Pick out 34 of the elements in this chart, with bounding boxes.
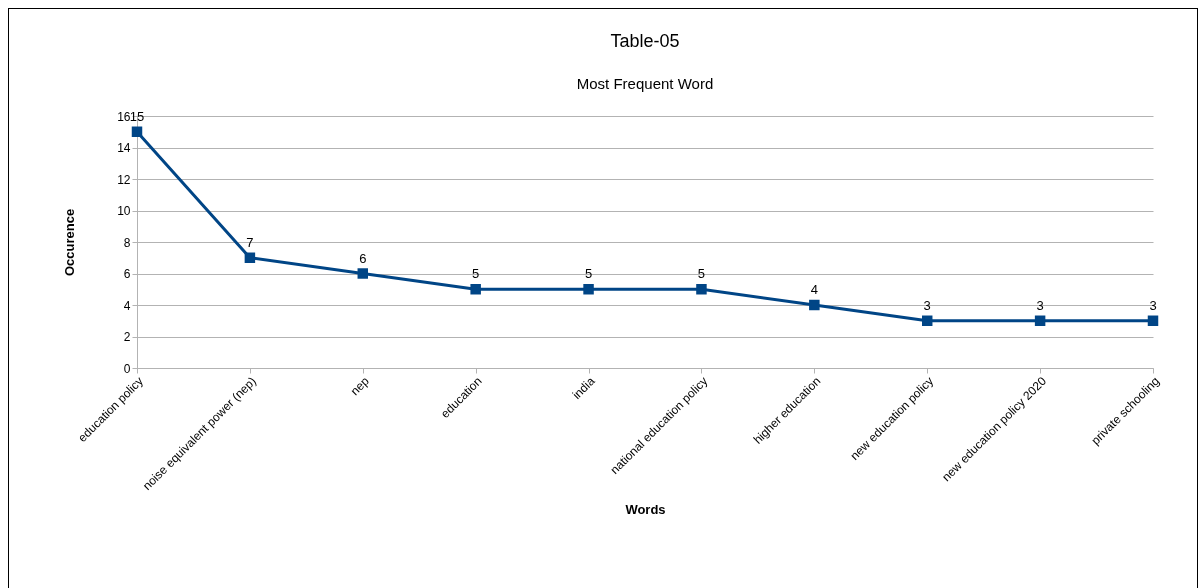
point: [583, 284, 594, 295]
y-tick-label: 0: [123, 361, 131, 376]
data-label: 5: [472, 266, 480, 282]
point: [131, 126, 143, 137]
point: [244, 252, 256, 263]
point: [809, 299, 820, 311]
point: [1034, 315, 1046, 326]
data-label: 3: [923, 297, 931, 313]
data-label: 5: [584, 266, 593, 282]
data-label: 4: [810, 282, 818, 297]
chart-subtitle: Most Frequent Word: [576, 75, 714, 92]
point: [921, 315, 933, 326]
x-tick-label: nep: [347, 373, 372, 399]
x-axis-title: Words: [625, 502, 666, 518]
y-tick-label: 8: [123, 235, 131, 250]
y-tick-label: 2: [123, 330, 131, 344]
data-label: 7: [246, 234, 254, 250]
y-tick-label: 6: [123, 267, 131, 281]
point: [357, 268, 369, 279]
point: [1147, 315, 1159, 326]
chart-title: Table-05: [610, 31, 680, 51]
y-axis-title: Occurence: [62, 208, 78, 277]
y-tick-label: 10: [117, 204, 131, 218]
y-tick-label: 16: [117, 109, 131, 124]
point: [696, 284, 707, 295]
data-label: 6: [359, 250, 367, 266]
data-label: 15: [129, 108, 145, 124]
y-tick-label: 14: [117, 141, 131, 155]
data-label: 5: [697, 266, 706, 282]
y-tick-label: 12: [117, 172, 131, 187]
point: [470, 284, 481, 295]
data-label: 3: [1036, 297, 1044, 313]
data-label: 3: [1149, 297, 1157, 313]
y-tick-label: 4: [123, 298, 131, 313]
